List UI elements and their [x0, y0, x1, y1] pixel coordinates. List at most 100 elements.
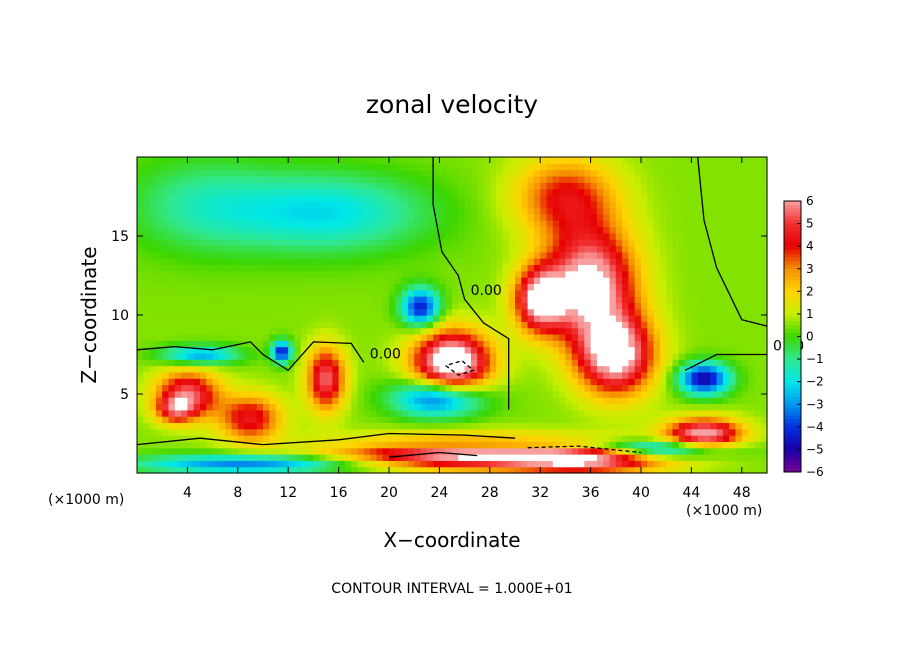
heatmap-cell — [571, 182, 579, 190]
heatmap-cell — [489, 163, 497, 171]
heatmap-cell — [344, 352, 352, 360]
heatmap-cell — [546, 378, 554, 386]
heatmap-cell — [288, 315, 296, 322]
heatmap-cell — [527, 378, 535, 386]
heatmap-cell — [445, 296, 453, 303]
heatmap-cell — [741, 371, 749, 379]
heatmap-cell — [193, 371, 201, 379]
heatmap-cell — [590, 384, 598, 392]
heatmap-cell — [710, 245, 718, 253]
heatmap-cell — [237, 213, 245, 221]
heatmap-cell — [521, 220, 529, 228]
heatmap-cell — [149, 232, 157, 240]
heatmap-cell — [401, 378, 409, 386]
heatmap-cell — [181, 390, 188, 398]
heatmap-cell — [137, 308, 144, 316]
heatmap-cell — [527, 239, 535, 247]
heatmap-cell — [401, 258, 409, 266]
heatmap-cell — [489, 258, 497, 266]
heatmap-cell — [181, 321, 188, 329]
heatmap-cell — [181, 169, 188, 177]
heatmap-cell — [181, 220, 188, 228]
heatmap-cell — [168, 460, 176, 468]
heatmap-cell — [344, 428, 352, 436]
heatmap-cell — [565, 378, 573, 386]
heatmap-cell — [540, 321, 548, 329]
heatmap-cell — [615, 182, 623, 190]
heatmap-cell — [212, 289, 220, 297]
heatmap-cell — [206, 157, 214, 164]
heatmap-cell — [647, 220, 655, 228]
heatmap-cell — [137, 226, 144, 234]
heatmap-cell — [275, 352, 283, 360]
heatmap-cell — [515, 251, 522, 259]
heatmap-cell — [634, 447, 642, 455]
heatmap-cell — [338, 296, 346, 303]
heatmap-cell — [659, 466, 667, 474]
heatmap-cell — [168, 403, 176, 411]
heatmap-cell — [326, 447, 333, 455]
heatmap-cell — [338, 188, 346, 196]
heatmap-cell — [590, 333, 598, 341]
heatmap-cell — [401, 466, 409, 474]
heatmap-cell — [546, 296, 554, 303]
heatmap-cell — [716, 302, 724, 310]
heatmap-cell — [181, 454, 188, 461]
heatmap-cell — [628, 264, 636, 272]
heatmap-cell — [678, 201, 686, 209]
heatmap-cell — [420, 169, 428, 177]
heatmap-cell — [187, 359, 195, 367]
heatmap-cell — [137, 302, 144, 310]
heatmap-cell — [546, 277, 554, 284]
heatmap-cell — [704, 378, 711, 386]
heatmap-cell — [263, 365, 270, 373]
heatmap-cell — [294, 422, 302, 430]
heatmap-cell — [376, 308, 384, 316]
heatmap-cell — [212, 397, 220, 405]
heatmap-cell — [439, 422, 447, 430]
heatmap-cell — [338, 390, 346, 398]
heatmap-cell — [590, 409, 598, 417]
heatmap-cell — [615, 239, 623, 247]
heatmap-cell — [540, 359, 548, 367]
heatmap-cell — [540, 232, 548, 240]
heatmap-cell — [691, 441, 699, 449]
heatmap-cell — [237, 346, 245, 354]
heatmap-cell — [647, 226, 655, 234]
heatmap-cell — [445, 378, 453, 386]
heatmap-cell — [609, 239, 617, 247]
heatmap-cell — [237, 384, 245, 392]
heatmap-cell — [452, 428, 459, 436]
heatmap-cell — [521, 302, 529, 310]
heatmap-cell — [376, 327, 384, 335]
heatmap-cell — [540, 327, 548, 335]
heatmap-cell — [445, 264, 453, 272]
heatmap-cell — [584, 169, 592, 177]
heatmap-cell — [515, 175, 522, 183]
heatmap-cell — [704, 182, 711, 190]
heatmap-cell — [754, 454, 762, 461]
heatmap-cell — [181, 163, 188, 171]
heatmap-cell — [603, 321, 611, 329]
heatmap-cell — [244, 340, 251, 348]
heatmap-cell — [300, 194, 308, 202]
heatmap-cell — [200, 194, 207, 202]
heatmap-cell — [628, 397, 636, 405]
heatmap-cell — [332, 226, 340, 234]
heatmap-cell — [263, 333, 270, 341]
heatmap-cell — [760, 397, 768, 405]
heatmap-cell — [483, 441, 491, 449]
heatmap-cell — [181, 327, 188, 335]
heatmap-cell — [672, 163, 680, 171]
heatmap-cell — [710, 384, 718, 392]
heatmap-cell — [187, 245, 195, 253]
heatmap-cell — [647, 384, 655, 392]
heatmap-cell — [433, 207, 440, 215]
heatmap-cell — [533, 289, 541, 297]
heatmap-cell — [515, 327, 522, 335]
heatmap-cell — [678, 397, 686, 405]
heatmap-cell — [300, 409, 308, 417]
heatmap-cell — [389, 277, 396, 284]
heatmap-cell — [395, 308, 403, 316]
heatmap-cell — [559, 409, 566, 417]
